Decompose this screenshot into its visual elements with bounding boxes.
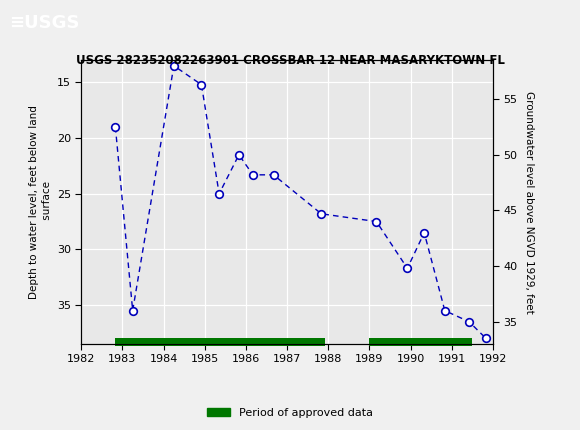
Bar (115, 338, 325, 346)
Bar (369, 338, 473, 346)
Y-axis label: Groundwater level above NGVD 1929, feet: Groundwater level above NGVD 1929, feet (524, 91, 534, 313)
Y-axis label: Depth to water level, feet below land
 surface: Depth to water level, feet below land su… (30, 105, 53, 299)
Legend: Period of approved data: Period of approved data (203, 403, 377, 422)
Text: ≡USGS: ≡USGS (9, 14, 79, 31)
Text: USGS 282352082263901 CROSSBAR 12 NEAR MASARYKTOWN FL: USGS 282352082263901 CROSSBAR 12 NEAR MA… (75, 54, 505, 67)
